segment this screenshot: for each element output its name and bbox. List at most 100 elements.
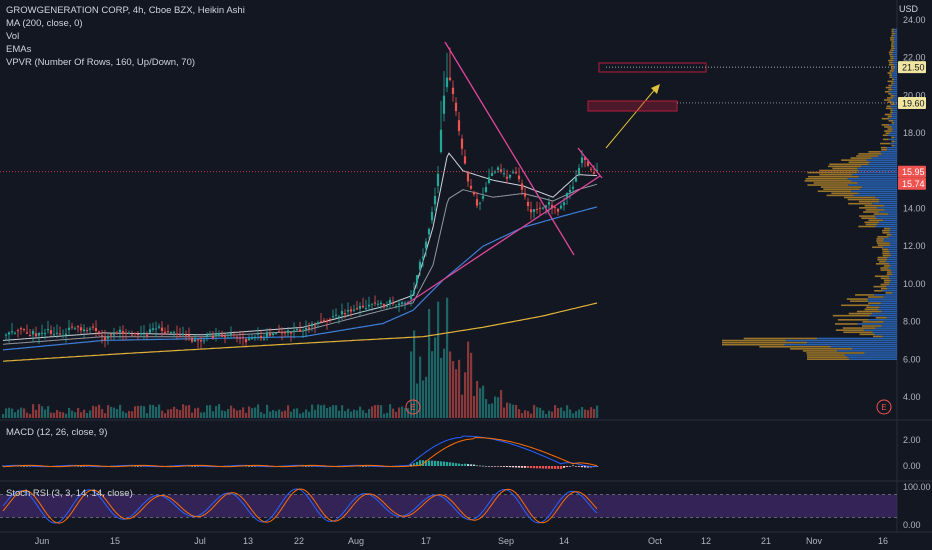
macd-hist: [500, 466, 503, 467]
macd-label[interactable]: MACD (12, 26, close, 9): [6, 427, 108, 438]
volume-bar: [296, 408, 299, 418]
candle-body: [496, 167, 500, 170]
vpvr-up: [880, 302, 897, 305]
macd-hist: [569, 466, 572, 467]
candle-body: [388, 299, 392, 305]
candle-body: [529, 209, 533, 213]
macd-hist: [26, 466, 29, 467]
vpvr-up: [890, 265, 897, 267]
candle-body: [127, 332, 131, 334]
candle-body: [313, 325, 317, 327]
candle-body: [283, 332, 287, 334]
vpvr-up: [890, 99, 897, 101]
vpvr-up: [892, 292, 897, 294]
legend-emas[interactable]: EMAs: [6, 44, 32, 55]
vpvr-up: [888, 267, 897, 269]
candle-body: [52, 334, 56, 336]
trendline-up: [404, 175, 601, 306]
volume-bar: [371, 406, 374, 418]
volume-bar: [212, 411, 215, 418]
legend-vol[interactable]: Vol: [6, 31, 20, 42]
vpvr-down: [891, 122, 895, 124]
volume-bar: [464, 372, 467, 418]
vpvr-down: [819, 169, 859, 172]
volume-bar: [278, 409, 281, 418]
vpvr-up: [886, 148, 897, 151]
candle-body: [286, 330, 290, 334]
volume-bar: [158, 404, 161, 418]
candle-body: [445, 77, 449, 88]
volume-bar: [83, 409, 86, 418]
vpvr-up: [894, 45, 897, 47]
volume-bar: [356, 410, 359, 418]
macd-hist: [506, 466, 509, 468]
vpvr-up: [852, 173, 897, 176]
vpvr-down: [850, 157, 872, 159]
volume-bar: [233, 408, 236, 418]
vpvr-up: [893, 57, 897, 60]
volume-bar: [26, 412, 29, 418]
vpvr-down: [807, 184, 849, 186]
volume-bar: [59, 411, 62, 418]
volume-bar: [107, 405, 110, 418]
legend-vpvr[interactable]: VPVR (Number Of Rows, 160, Up/Down, 70): [6, 57, 196, 68]
candle-body: [271, 333, 275, 336]
price-tick: 12.00: [903, 241, 926, 251]
price-badge: [898, 96, 926, 109]
macd-hist: [434, 460, 437, 466]
vpvr-up: [807, 341, 897, 344]
volume-bar: [389, 404, 392, 418]
vpvr-down: [890, 68, 895, 70]
volume-bar: [506, 402, 509, 418]
candle-body: [37, 332, 41, 336]
vpvr-up: [883, 321, 897, 323]
vpvr-down: [891, 136, 895, 139]
candle-body: [301, 330, 305, 332]
macd-hist: [530, 466, 533, 469]
stoch-label[interactable]: Stoch RSI (3, 3, 14, 14, close): [6, 488, 133, 499]
vpvr-down: [882, 250, 890, 253]
volume-bar: [272, 409, 275, 418]
candle-body: [238, 337, 242, 339]
macd-hist: [23, 466, 26, 467]
candle-body: [526, 201, 530, 207]
vpvr-down: [859, 333, 875, 336]
macd-hist: [20, 465, 23, 467]
trendline-upper: [577, 147, 603, 179]
volume-bar: [581, 407, 584, 418]
vpvr-down: [873, 285, 887, 288]
vpvr-up: [891, 86, 897, 89]
vpvr-up: [886, 285, 897, 288]
vpvr-down: [885, 86, 892, 89]
vpvr-up: [858, 169, 897, 172]
volume-bar: [14, 412, 17, 418]
vpvr-up: [893, 97, 897, 99]
macd-hist: [512, 466, 515, 468]
macd-hist: [425, 460, 428, 466]
volume-bar: [77, 408, 80, 418]
stoch-tick: 100.00: [903, 482, 931, 492]
vpvr-up: [889, 250, 897, 253]
volume-bar: [302, 412, 305, 418]
vpvr-down: [890, 37, 894, 39]
volume-bar: [131, 411, 134, 418]
vpvr-up: [894, 95, 897, 97]
stoch-tick: 0.00: [903, 520, 921, 530]
vpvr-down: [891, 43, 894, 45]
candle-body: [463, 156, 467, 164]
volume-bar: [245, 412, 248, 418]
candle-body: [121, 331, 125, 334]
vpvr-down: [861, 325, 882, 327]
volume-bar: [548, 410, 551, 418]
candle-body: [316, 322, 320, 324]
vpvr-down: [804, 180, 852, 182]
vpvr-up: [857, 323, 897, 325]
vpvr-up: [879, 211, 897, 213]
volume-bar: [407, 408, 410, 418]
volume-bar: [23, 408, 26, 418]
vpvr-down: [858, 225, 876, 228]
legend-ma[interactable]: MA (200, close, 0): [6, 18, 83, 29]
volume-bar: [2, 414, 5, 418]
volume-bar: [461, 394, 464, 418]
